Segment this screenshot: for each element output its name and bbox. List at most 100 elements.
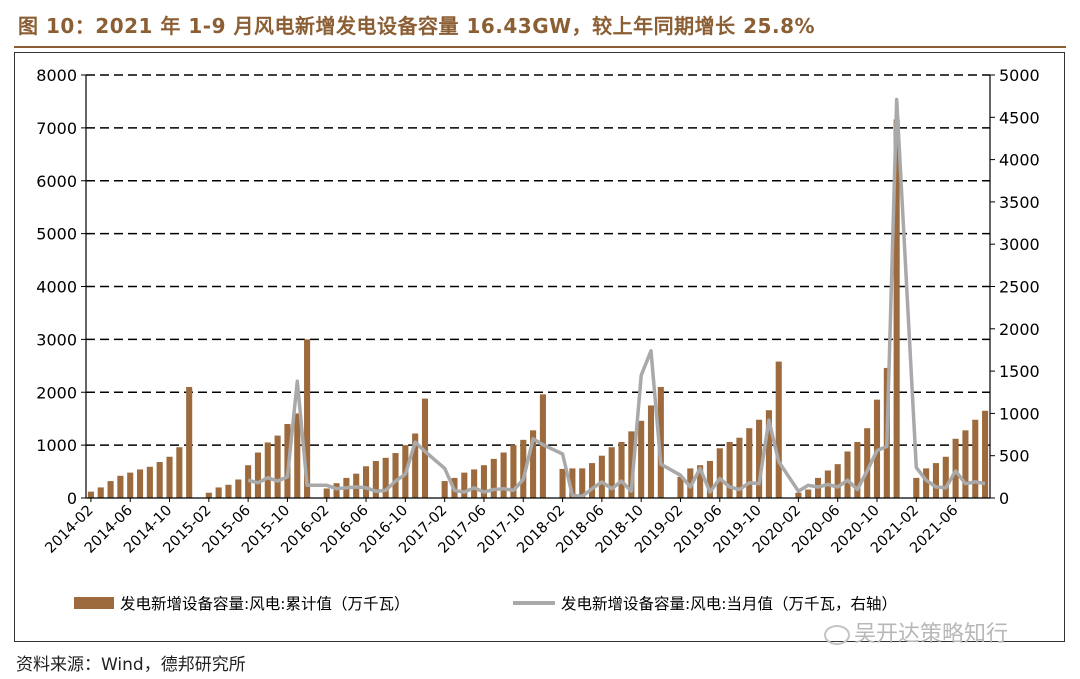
bar-2021-09 bbox=[982, 410, 989, 498]
bar-2019-04 bbox=[697, 465, 704, 498]
chart-title: 图 10：2021 年 1-9 月风电新增发电设备容量 16.43GW，较上年同… bbox=[18, 14, 816, 38]
bar-2018-07 bbox=[608, 447, 615, 498]
left-tick-label: 4000 bbox=[36, 278, 77, 297]
grid-lines bbox=[86, 74, 990, 446]
bar-2016-12 bbox=[421, 398, 429, 498]
bar-2018-05 bbox=[588, 463, 596, 498]
bar-2021-07 bbox=[962, 430, 969, 498]
bar-2020-09 bbox=[864, 428, 871, 498]
bar-2016-11 bbox=[412, 433, 419, 498]
right-tick-label: 500 bbox=[999, 447, 1030, 466]
bar-2016-03 bbox=[333, 483, 340, 498]
bar-2018-11 bbox=[647, 405, 655, 498]
bar-2015-12 bbox=[304, 339, 311, 498]
bar-2020-08 bbox=[854, 441, 861, 498]
left-tick-label: 7000 bbox=[36, 119, 77, 138]
bar-2021-04 bbox=[932, 463, 940, 498]
watermark: 吴开达策略知行 bbox=[824, 616, 1008, 648]
bar-2014-09 bbox=[156, 462, 163, 498]
right-tick-label: 0 bbox=[999, 489, 1009, 508]
left-tick-label: 3000 bbox=[36, 330, 77, 349]
bar-2017-02 bbox=[441, 481, 448, 498]
bar-2020-02 bbox=[795, 492, 802, 498]
chart-frame bbox=[14, 52, 1065, 642]
left-tick-label: 1000 bbox=[36, 436, 77, 455]
legend-label-cumulative: 发电新增设备容量:风电:累计值（万千瓦） bbox=[120, 595, 409, 613]
bar-2014-07 bbox=[136, 469, 144, 498]
source-note: 资料来源：Wind，德邦研究所 bbox=[16, 655, 246, 675]
right-tick-label: 4000 bbox=[999, 151, 1040, 170]
bar-2017-11 bbox=[530, 430, 537, 498]
bar-2017-09 bbox=[510, 445, 517, 498]
line-series bbox=[247, 97, 986, 499]
bar-2015-08 bbox=[264, 442, 271, 498]
bar-2015-04 bbox=[225, 484, 232, 498]
bar-2015-11 bbox=[294, 413, 301, 498]
bar-2020-12 bbox=[893, 119, 900, 498]
bar-2015-05 bbox=[235, 479, 242, 498]
left-tick-label: 2000 bbox=[36, 383, 77, 402]
bar-2021-03 bbox=[923, 468, 930, 498]
bar-2014-10 bbox=[166, 456, 173, 498]
right-tick-label: 1500 bbox=[999, 362, 1040, 381]
bar-2015-03 bbox=[215, 487, 222, 498]
right-tick-label: 3000 bbox=[999, 235, 1040, 254]
bar-2019-05 bbox=[706, 460, 714, 498]
bar-2019-03 bbox=[687, 468, 694, 498]
bar-2014-06 bbox=[127, 472, 134, 498]
right-tick-label: 5000 bbox=[999, 66, 1040, 85]
left-tick-label: 0 bbox=[67, 489, 77, 508]
bar-2017-06 bbox=[480, 465, 488, 498]
bar-2016-02 bbox=[323, 488, 330, 498]
legend: 发电新增设备容量:风电:累计值（万千瓦） 发电新增设备容量:风电:当月值（万千瓦，… bbox=[74, 595, 897, 613]
bar-2014-12 bbox=[186, 386, 193, 498]
bar-2018-03 bbox=[569, 468, 576, 498]
bar-2015-07 bbox=[254, 452, 262, 498]
right-tick-label: 3500 bbox=[999, 193, 1040, 212]
bar-2018-02 bbox=[559, 468, 566, 498]
right-tick-label: 4500 bbox=[999, 108, 1040, 127]
bar-2015-02 bbox=[205, 492, 212, 498]
bar-2020-03 bbox=[805, 489, 812, 498]
bar-2016-07 bbox=[372, 460, 379, 498]
bar-2020-06 bbox=[834, 464, 841, 498]
bar-2018-08 bbox=[618, 441, 625, 498]
monthly-series-line bbox=[247, 97, 986, 499]
bar-2018-06 bbox=[598, 455, 605, 498]
bar-2019-08 bbox=[736, 437, 743, 498]
watermark-text: 吴开达策略知行 bbox=[854, 622, 1009, 647]
bar-2021-08 bbox=[972, 419, 979, 498]
bar-2021-05 bbox=[942, 456, 949, 498]
left-tick-label: 5000 bbox=[36, 225, 77, 244]
bar-2019-10 bbox=[756, 419, 763, 498]
bar-2020-07 bbox=[844, 451, 851, 498]
bar-2019-02 bbox=[677, 476, 684, 498]
bar-2019-12 bbox=[775, 361, 782, 498]
bar-2017-10 bbox=[520, 439, 527, 498]
bar-2021-06 bbox=[952, 438, 959, 498]
right-tick-label: 1000 bbox=[999, 404, 1040, 423]
bar-2019-09 bbox=[746, 428, 753, 498]
left-tick-label: 6000 bbox=[36, 172, 77, 191]
right-tick-label: 2000 bbox=[999, 320, 1040, 339]
bar-2014-05 bbox=[117, 475, 124, 498]
bar-2018-04 bbox=[579, 468, 586, 498]
bar-2017-05 bbox=[471, 469, 478, 498]
bar-2019-06 bbox=[716, 448, 723, 498]
bar-2014-11 bbox=[176, 447, 183, 498]
wechat-icon bbox=[824, 625, 850, 645]
bar-2015-09 bbox=[274, 435, 281, 498]
bar-2014-02 bbox=[87, 491, 94, 498]
bar-2019-11 bbox=[765, 410, 772, 498]
bar-2018-12 bbox=[657, 386, 664, 498]
bar-2018-09 bbox=[628, 431, 635, 498]
bar-2014-04 bbox=[107, 481, 114, 498]
bar-2017-04 bbox=[461, 472, 468, 498]
bar-2016-06 bbox=[362, 466, 370, 498]
bar-2017-08 bbox=[500, 452, 507, 498]
right-tick-label: 2500 bbox=[999, 278, 1040, 297]
bar-2019-07 bbox=[726, 441, 733, 498]
bar-2014-03 bbox=[97, 487, 104, 498]
legend-label-monthly: 发电新增设备容量:风电:当月值（万千瓦，右轴） bbox=[561, 595, 897, 613]
